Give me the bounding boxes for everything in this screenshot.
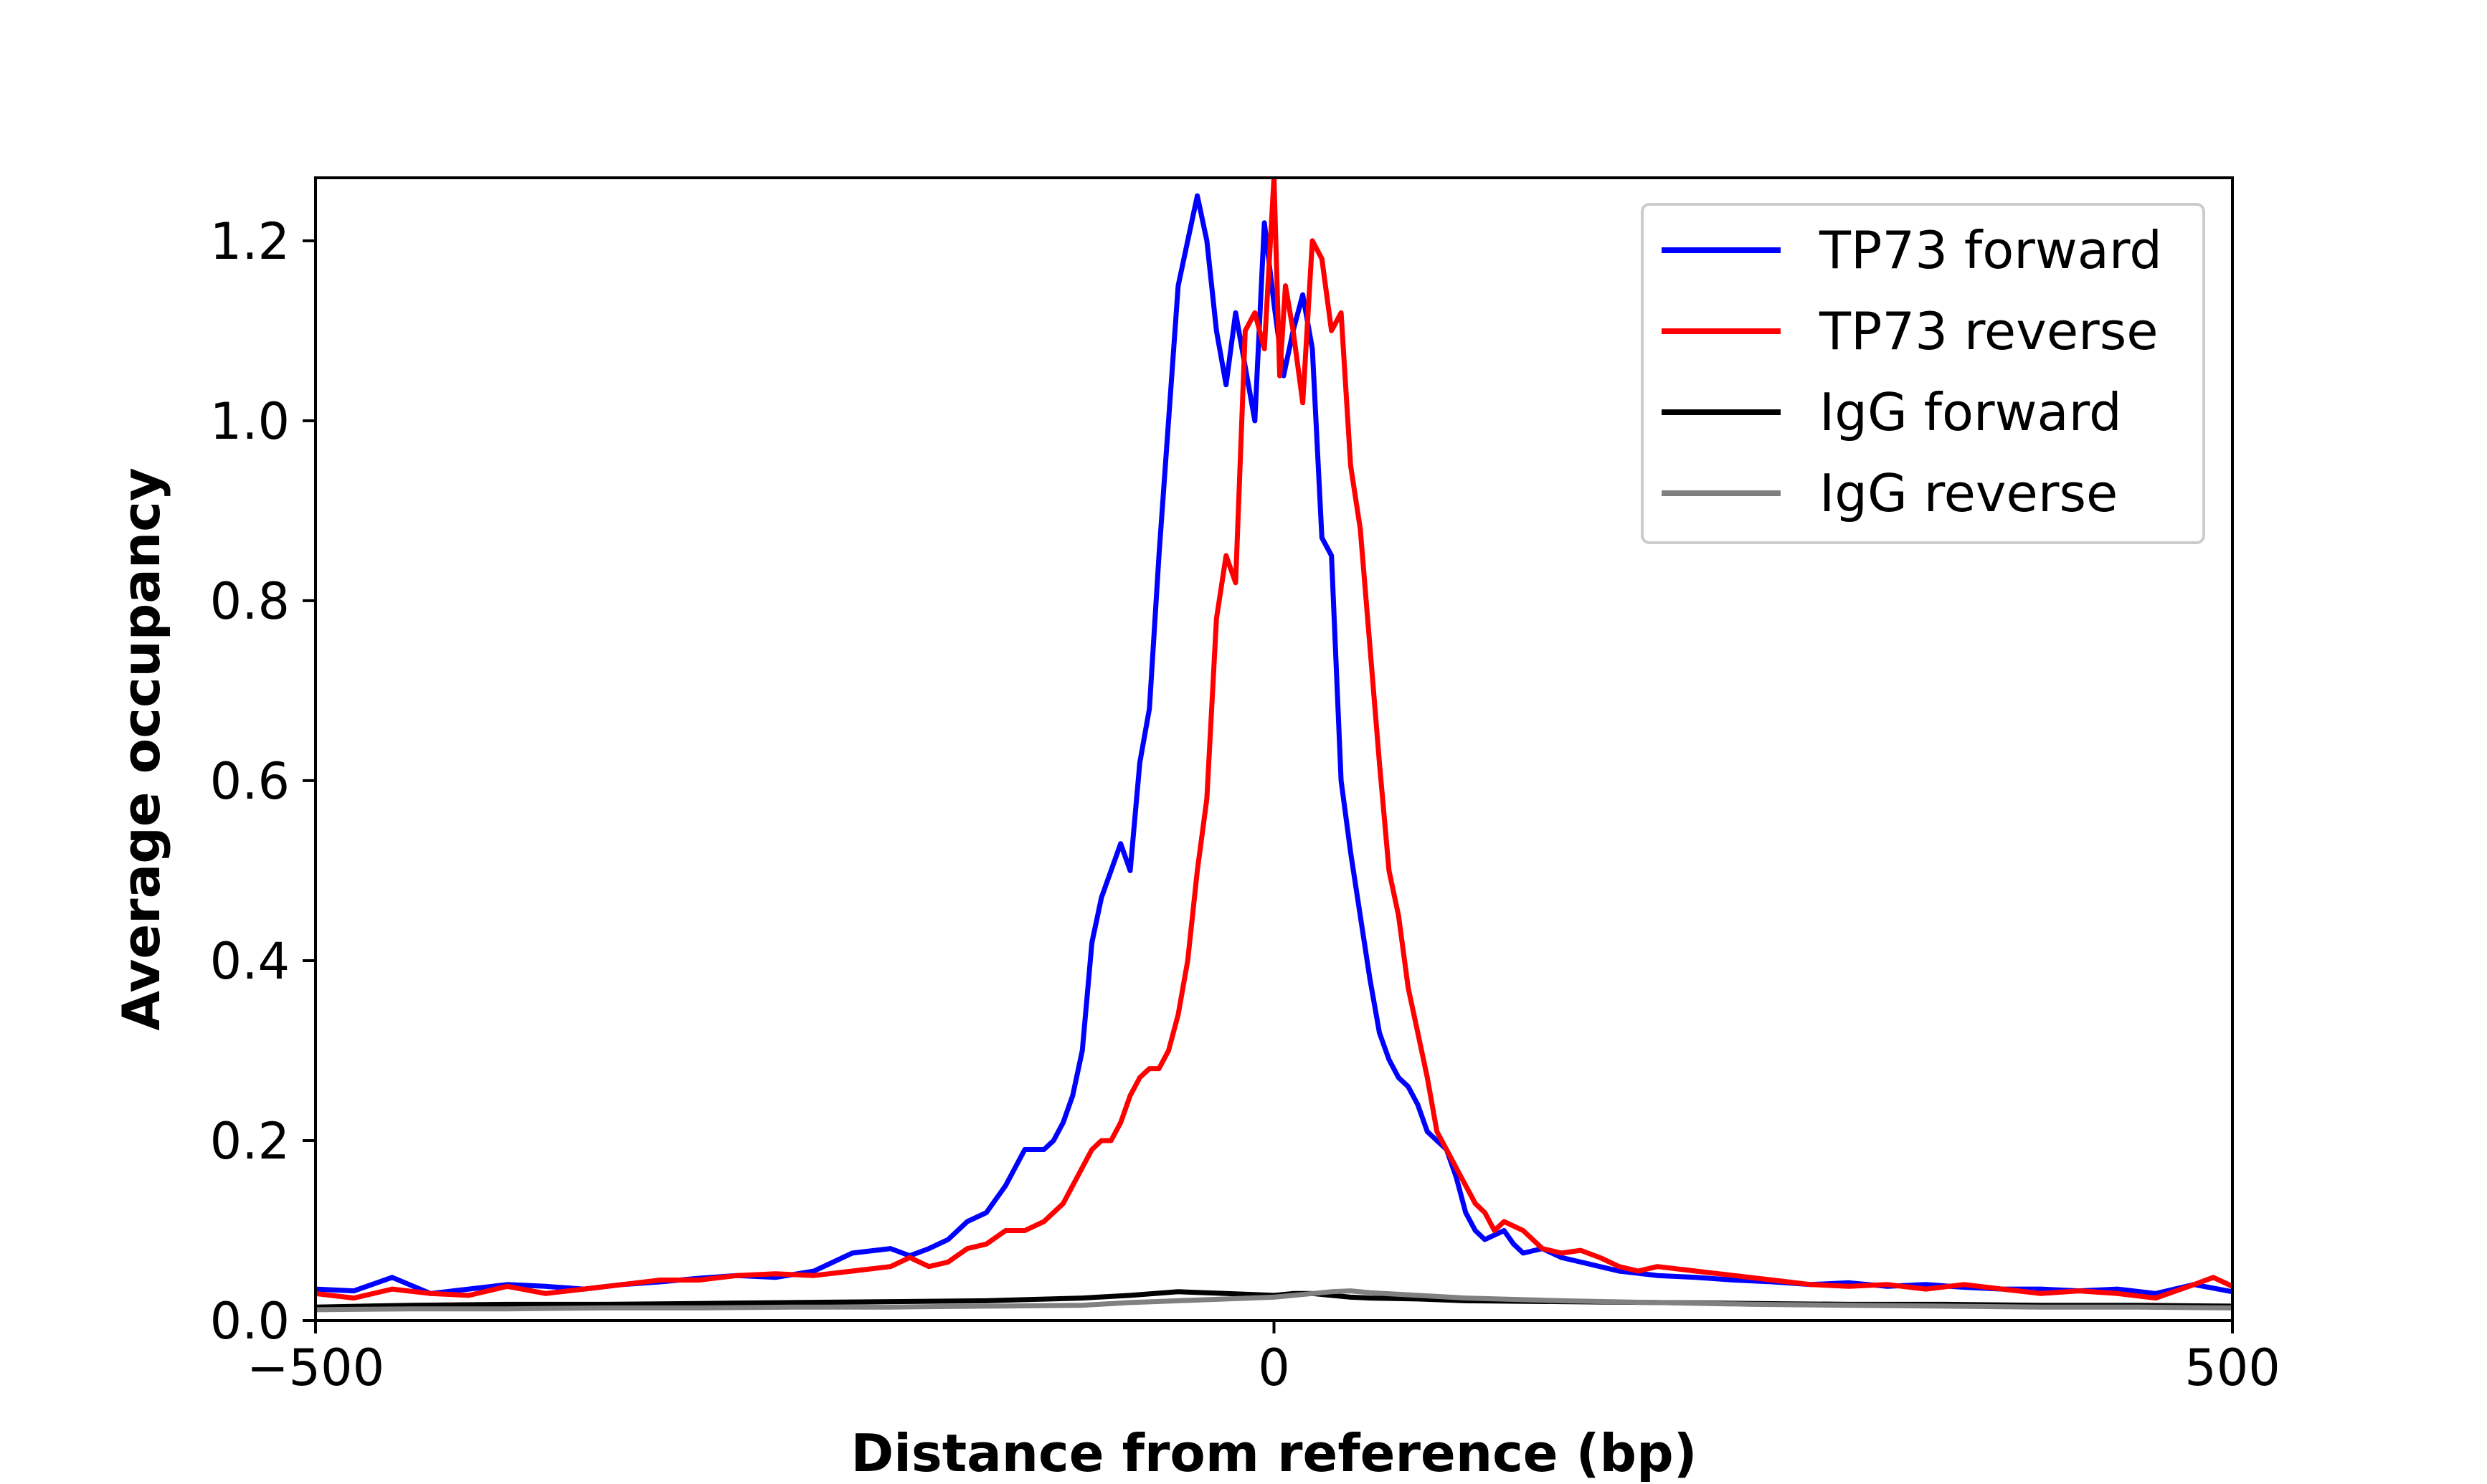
legend-label: IgG forward	[1819, 382, 2122, 442]
plot-lines	[316, 178, 2232, 1313]
y-tick-label: 1.2	[210, 212, 290, 271]
legend-label: TP73 reverse	[1819, 301, 2159, 361]
legend-label: TP73 forward	[1819, 220, 2162, 280]
axes: −500 0 500 0.0 0.2 0.4 0.6 0.8 1.0 1.2 Distance fr…	[111, 176, 2280, 1483]
series-line-igg-reverse	[316, 1288, 2232, 1313]
y-tick-label: 0.6	[210, 752, 290, 811]
y-tick-label: 0.0	[210, 1292, 290, 1351]
series-line-tp73-reverse	[316, 178, 2232, 1301]
y-tick-label: 0.4	[210, 932, 290, 991]
legend-label: IgG reverse	[1819, 463, 2118, 523]
x-tick-label: 0	[1258, 1338, 1290, 1397]
legend: TP73 forward TP73 reverse IgG forward IgG r…	[1641, 203, 2205, 544]
y-tick-label: 0.8	[210, 572, 290, 631]
x-tick-label: 500	[2184, 1338, 2280, 1397]
x-axis-title: Distance from reference (bp)	[851, 1423, 1697, 1483]
x-tick-label: −500	[247, 1338, 384, 1397]
y-tick-label: 1.0	[210, 392, 290, 451]
y-tick-label: 0.2	[210, 1112, 290, 1171]
y-axis-title: Average occupancy	[111, 467, 171, 1031]
legend-box	[1641, 203, 2205, 544]
